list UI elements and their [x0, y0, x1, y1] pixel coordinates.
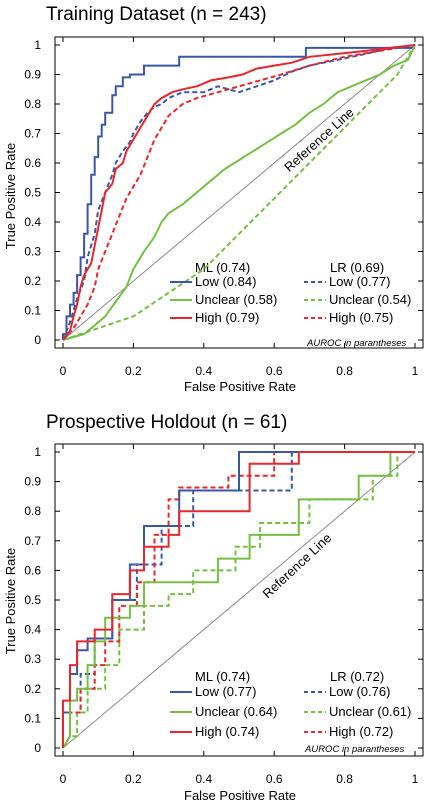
x-tick-label: 0.2	[125, 364, 142, 378]
x-axis-label: False Positive Rate	[184, 788, 296, 803]
series-line-ml-low	[62, 46, 415, 340]
y-tick-label: 0.7	[24, 127, 41, 141]
y-axis-label: True Positive Rate	[3, 143, 18, 249]
y-tick-label: 0.8	[24, 97, 41, 111]
y-tick-label: 0.5	[24, 186, 41, 200]
y-tick-label: 0.4	[24, 215, 41, 229]
reference-line	[62, 451, 416, 749]
series-line-ml-high	[62, 451, 415, 748]
legend-label: Low (0.77)	[195, 684, 256, 699]
x-tick-label: 0	[60, 772, 67, 786]
y-tick-label: 0.5	[24, 593, 41, 607]
y-tick-label: 0	[34, 741, 41, 755]
series-line-ml-unclear	[62, 44, 416, 341]
x-tick-label: 0.2	[125, 772, 142, 786]
y-tick-label: 0.2	[24, 682, 41, 696]
x-tick-label: 0	[60, 364, 67, 378]
x-tick-label: 1	[412, 772, 419, 786]
y-tick-label: 1	[34, 445, 41, 459]
training-roc-chart: Training Dataset (n = 243) True Positive…	[3, 4, 424, 394]
y-tick-label: 0.6	[24, 563, 41, 577]
series-line-lr-unclear	[62, 44, 416, 341]
series-line-ml-high	[62, 44, 416, 341]
y-tick-label: 0.6	[24, 156, 41, 170]
reference-line-label: Reference Line	[281, 105, 357, 175]
x-tick-label: 0.6	[266, 772, 283, 786]
y-tick-label: 0.1	[24, 711, 41, 725]
legend-label: Unclear (0.54)	[329, 292, 411, 307]
reference-line-label: Reference Line	[260, 530, 335, 601]
y-tick-label: 0.8	[24, 504, 41, 518]
x-tick-label: 0.4	[195, 364, 212, 378]
legend-label: Unclear (0.58)	[195, 292, 277, 307]
legend-ml-header: ML (0.74)	[195, 260, 250, 275]
x-tick-label: 0.6	[266, 364, 283, 378]
y-axis-label: True Positive Rate	[3, 548, 18, 654]
reference-line	[62, 44, 416, 341]
legend-lr-header: LR (0.72)	[330, 669, 384, 684]
x-tick-label: 0.4	[195, 772, 212, 786]
y-tick-label: 0	[34, 333, 41, 347]
legend-label: Low (0.76)	[329, 684, 390, 699]
legend-ml-header: ML (0.74)	[195, 669, 250, 684]
y-tick-label: 0.3	[24, 245, 41, 259]
legend-label: High (0.79)	[195, 310, 259, 325]
y-tick-label: 0.2	[24, 274, 41, 288]
legend-label: Low (0.84)	[195, 274, 256, 289]
x-tick-label: 0.8	[336, 364, 353, 378]
x-tick-label: 0.8	[336, 772, 353, 786]
legend-label: High (0.72)	[329, 724, 393, 739]
y-tick-label: 0.3	[24, 652, 41, 666]
series-line-ml-unclear	[62, 451, 415, 749]
y-tick-label: 0.9	[24, 475, 41, 489]
auroc-note: AUROC in parantheses	[304, 744, 405, 755]
legend-lr-header: LR (0.69)	[330, 260, 384, 275]
holdout-roc-chart: Prospective Holdout (n = 61) True Positi…	[3, 412, 424, 803]
legend-label: High (0.74)	[195, 724, 259, 739]
legend-label: High (0.75)	[329, 310, 393, 325]
y-tick-label: 1	[34, 38, 41, 52]
auroc-note: AUROC in parantheses	[306, 338, 407, 349]
series-line-lr-high	[62, 44, 416, 341]
x-tick-label: 1	[412, 364, 419, 378]
chart-title: Prospective Holdout (n = 61)	[46, 412, 287, 433]
y-tick-label: 0.4	[24, 623, 41, 637]
chart-title: Training Dataset (n = 243)	[46, 4, 267, 25]
legend-label: Unclear (0.61)	[329, 704, 411, 719]
x-axis-label: False Positive Rate	[184, 379, 296, 394]
y-tick-label: 0.7	[24, 534, 41, 548]
y-tick-label: 0.1	[24, 304, 41, 318]
y-tick-label: 0.9	[24, 68, 41, 82]
legend-label: Low (0.77)	[329, 274, 390, 289]
legend-label: Unclear (0.64)	[195, 704, 277, 719]
